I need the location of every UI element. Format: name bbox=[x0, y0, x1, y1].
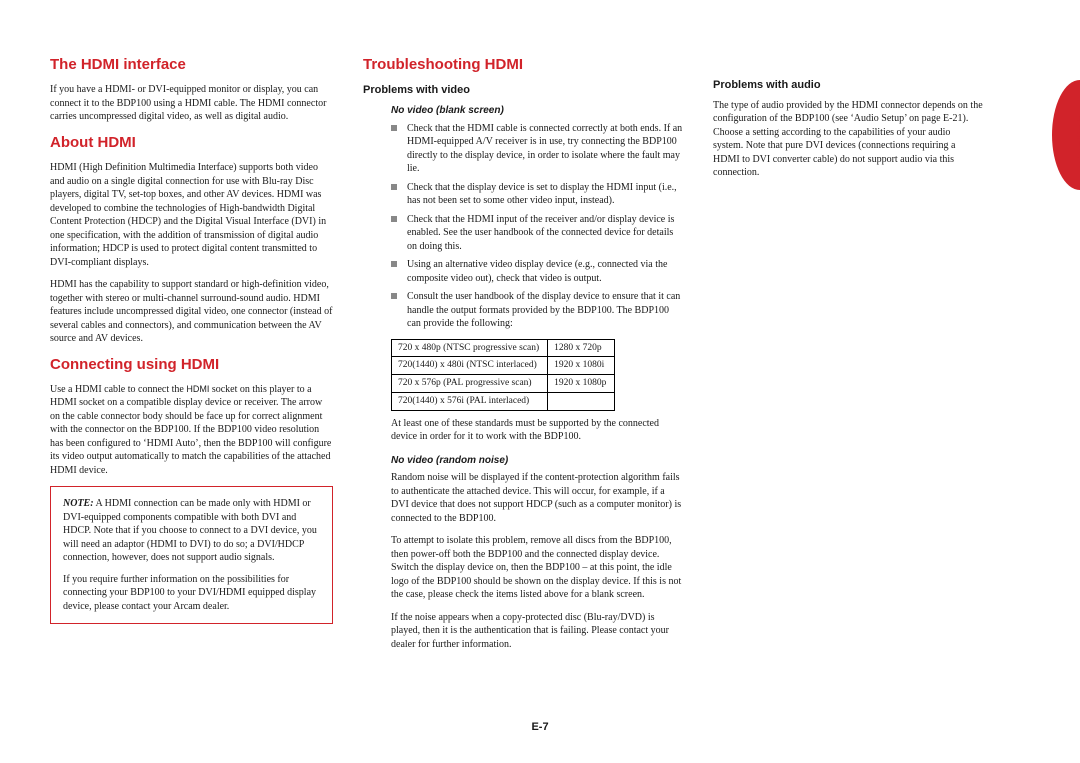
column-3: Problems with audio The type of audio pr… bbox=[713, 55, 983, 660]
resolution-table: 720 x 480p (NTSC progressive scan)1280 x… bbox=[391, 339, 615, 411]
para-noise-2: To attempt to isolate this problem, remo… bbox=[391, 534, 683, 602]
heading-about-hdmi: About HDMI bbox=[50, 133, 333, 153]
heading-troubleshooting: Troubleshooting HDMI bbox=[363, 55, 683, 75]
list-item: Using an alternative video display devic… bbox=[391, 258, 683, 285]
para-noise-3: If the noise appears when a copy-protect… bbox=[391, 611, 683, 652]
heading-problems-video: Problems with video bbox=[363, 83, 683, 98]
subhead-random-noise: No video (random noise) bbox=[391, 454, 683, 468]
note-box: NOTE: A HDMI connection can be made only… bbox=[50, 486, 333, 624]
bullet-list-blank: Check that the HDMI cable is connected c… bbox=[363, 122, 683, 331]
table-row: 720(1440) x 576i (PAL interlaced) bbox=[392, 393, 615, 411]
page-number: E-7 bbox=[0, 721, 1080, 733]
note-p1: NOTE: A HDMI connection can be made only… bbox=[63, 497, 320, 565]
subhead-blank-screen: No video (blank screen) bbox=[391, 104, 683, 118]
note-p2: If you require further information on th… bbox=[63, 573, 320, 614]
heading-hdmi-interface: The HDMI interface bbox=[50, 55, 333, 75]
page-content: The HDMI interface If you have a HDMI- o… bbox=[0, 0, 1080, 700]
para-audio: The type of audio provided by the HDMI c… bbox=[713, 99, 983, 180]
heading-connecting: Connecting using HDMI bbox=[50, 355, 333, 375]
heading-problems-audio: Problems with audio bbox=[713, 78, 983, 93]
list-item: Check that the HDMI cable is connected c… bbox=[391, 122, 683, 176]
language-tab-label: English bbox=[1074, 115, 1080, 166]
table-row: 720 x 480p (NTSC progressive scan)1280 x… bbox=[392, 339, 615, 357]
column-2: Troubleshooting HDMI Problems with video… bbox=[363, 55, 683, 660]
para-about-2: HDMI has the capability to support stand… bbox=[50, 278, 333, 346]
table-row: 720 x 576p (PAL progressive scan)1920 x … bbox=[392, 375, 615, 393]
para-interface: If you have a HDMI- or DVI-equipped moni… bbox=[50, 83, 333, 124]
table-row: 720(1440) x 480i (NTSC interlaced)1920 x… bbox=[392, 357, 615, 375]
para-connecting: Use a HDMI cable to connect the HDMI soc… bbox=[50, 383, 333, 478]
para-noise-1: Random noise will be displayed if the co… bbox=[391, 471, 683, 525]
para-table-after: At least one of these standards must be … bbox=[391, 417, 683, 444]
list-item: Check that the display device is set to … bbox=[391, 181, 683, 208]
list-item: Consult the user handbook of the display… bbox=[391, 290, 683, 331]
list-item: Check that the HDMI input of the receive… bbox=[391, 213, 683, 254]
para-about-1: HDMI (High Definition Multimedia Interfa… bbox=[50, 161, 333, 269]
column-1: The HDMI interface If you have a HDMI- o… bbox=[50, 55, 333, 660]
